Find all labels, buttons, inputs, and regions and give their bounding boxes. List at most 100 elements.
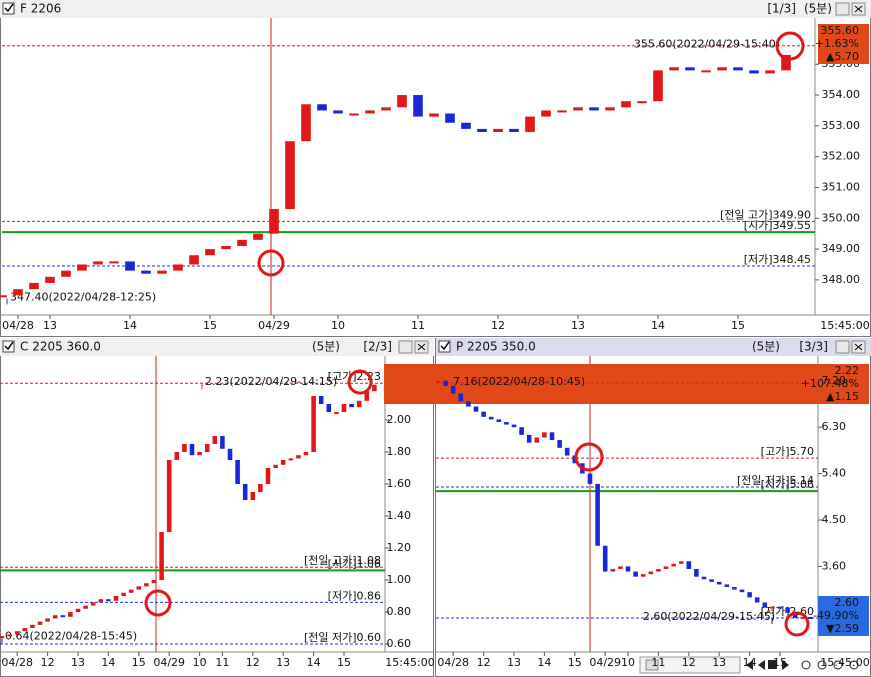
candle xyxy=(52,615,58,619)
candle xyxy=(356,400,362,408)
candle xyxy=(800,616,806,619)
candle xyxy=(610,568,616,572)
candle xyxy=(45,618,50,622)
candle xyxy=(204,444,210,452)
x-tick-label: 11 xyxy=(651,656,665,669)
candle xyxy=(733,67,743,71)
candle xyxy=(381,107,391,111)
candle xyxy=(429,113,439,117)
reference-label: [전일 고가]1.08 xyxy=(304,553,381,567)
x-tick-label: 10 xyxy=(621,656,635,669)
checkbox[interactable] xyxy=(438,340,451,353)
x-tick-label: 15 xyxy=(203,319,217,332)
candle xyxy=(595,483,600,546)
candle xyxy=(511,424,517,428)
window-buttons[interactable] xyxy=(835,340,866,354)
candle xyxy=(285,141,295,210)
reference-label: [전일 저가]0.60 xyxy=(304,630,381,644)
candle xyxy=(663,566,669,569)
page-indicator: [3/3] xyxy=(799,340,828,354)
y-tick-label: 351.00 xyxy=(822,180,861,193)
candle xyxy=(549,432,555,441)
x-tick-label: 13 xyxy=(712,656,726,669)
x-tick-label: 14 xyxy=(307,656,321,669)
candle xyxy=(564,447,570,456)
candle xyxy=(372,384,377,392)
candle xyxy=(273,464,278,468)
x-tick-label: 10 xyxy=(331,319,345,332)
high-label: 7.16(2022/04/28-10:45) xyxy=(453,375,585,388)
candle xyxy=(121,592,126,596)
candle xyxy=(30,624,35,628)
x-tick-label: 14 xyxy=(101,656,115,669)
candle xyxy=(235,460,240,484)
candle xyxy=(671,563,676,567)
candle xyxy=(473,406,479,412)
candle xyxy=(113,596,119,601)
page-indicator: [2/3] xyxy=(363,340,392,354)
candle xyxy=(136,586,142,590)
reference-label: [시가]5.06 xyxy=(761,478,814,491)
candle xyxy=(303,452,309,456)
title-bar xyxy=(436,338,871,356)
page-indicator: [1/3] xyxy=(767,2,796,16)
candle xyxy=(296,455,301,459)
y-tick-label: 7.20 xyxy=(822,374,847,387)
x-tick-label: 04/29 xyxy=(589,656,621,669)
candle xyxy=(253,233,263,240)
panel-frame xyxy=(0,0,871,337)
candle xyxy=(173,264,183,271)
candle xyxy=(221,245,231,250)
low-label: 347.40(2022/04/28-12:25) xyxy=(10,290,156,303)
candle xyxy=(435,380,441,383)
window-buttons[interactable] xyxy=(835,2,866,16)
x-tick-label: 15 xyxy=(132,656,146,669)
x-tick-label: 04/29 xyxy=(258,319,290,332)
price-box xyxy=(818,596,869,636)
end-time-label: 15:45:00 xyxy=(820,656,869,669)
x-tick-label: 04/29 xyxy=(153,656,185,669)
y-tick-label: 5.40 xyxy=(822,467,847,480)
candle xyxy=(717,67,727,71)
candle xyxy=(242,484,248,500)
candle xyxy=(60,615,66,618)
scroll-toolbar[interactable] xyxy=(639,656,859,674)
candle xyxy=(792,612,798,618)
candle xyxy=(364,391,370,401)
checkbox[interactable] xyxy=(2,340,15,353)
x-tick-label: 04/28 xyxy=(2,319,34,332)
y-tick-label: 348.00 xyxy=(822,273,861,286)
candle xyxy=(496,419,502,423)
candle xyxy=(174,452,180,460)
candle xyxy=(785,607,790,613)
candle xyxy=(109,261,119,264)
candle xyxy=(493,128,503,132)
candle xyxy=(694,568,699,577)
candle xyxy=(477,128,487,132)
y-tick-label: 2.00 xyxy=(387,413,412,426)
candle xyxy=(151,580,157,584)
x-tick-label: 12 xyxy=(477,656,491,669)
candle xyxy=(781,54,791,71)
checkbox[interactable] xyxy=(2,2,15,15)
y-tick-label: 1.20 xyxy=(387,541,412,554)
candle xyxy=(701,576,707,580)
candle xyxy=(709,579,714,582)
x-tick-label: 14 xyxy=(743,656,757,669)
candle xyxy=(141,270,151,274)
candle xyxy=(458,393,464,402)
reference-label: [시가]349.55 xyxy=(744,219,811,232)
window-buttons[interactable] xyxy=(398,340,429,354)
title-bar xyxy=(0,338,434,356)
candle xyxy=(311,396,316,452)
candle xyxy=(265,468,271,484)
candle xyxy=(45,276,55,283)
candle xyxy=(37,621,43,625)
x-tick-label: 11 xyxy=(215,656,229,669)
candle xyxy=(159,532,164,580)
y-tick-label: 353.00 xyxy=(822,119,861,132)
x-tick-label: 10 xyxy=(193,656,207,669)
y-tick-label: 350.00 xyxy=(822,211,861,224)
reference-label: [전일 저가]5.14 xyxy=(737,473,814,487)
candle xyxy=(166,460,172,532)
